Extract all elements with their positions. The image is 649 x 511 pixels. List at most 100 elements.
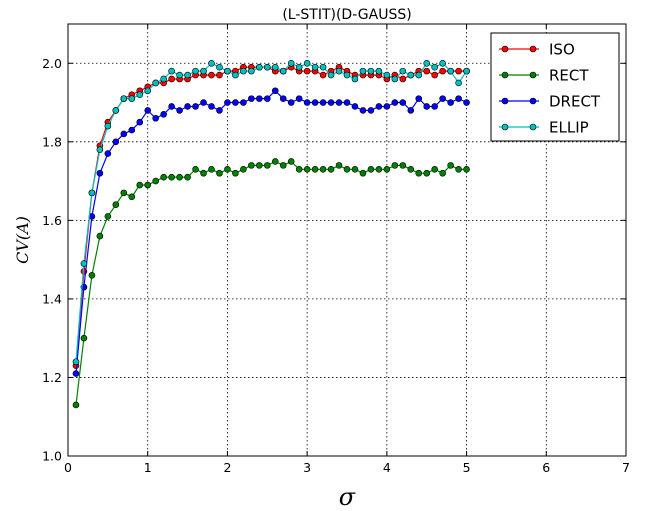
data-point-drect <box>415 95 423 102</box>
data-point-drect <box>160 111 167 118</box>
data-point-drect <box>232 99 239 106</box>
data-point-rect <box>279 162 287 169</box>
data-point-ellip <box>311 63 319 71</box>
data-point-ellip <box>120 95 128 102</box>
data-point-drect <box>152 114 159 122</box>
data-point-drect <box>335 99 343 106</box>
data-point-drect <box>439 95 446 102</box>
tick-labels: 0 1 2 3 4 5 6 7 1.0 1.2 1.4 1.6 1.8 2.0 <box>42 56 630 475</box>
data-point-rect <box>399 162 407 169</box>
series-drect <box>72 87 470 377</box>
data-point-rect <box>367 166 375 173</box>
data-point-ellip <box>240 67 247 75</box>
data-point-iso <box>319 71 327 79</box>
plot-frame <box>67 23 627 457</box>
data-point-rect <box>351 166 359 173</box>
data-point-ellip <box>104 122 112 130</box>
data-point-drect <box>120 130 128 138</box>
data-point-ellip <box>327 71 335 79</box>
legend-marker-iso <box>501 45 509 53</box>
data-point-rect <box>375 166 383 173</box>
data-point-drect <box>431 103 438 110</box>
chart-title: (L-STIT)(D-GAUSS) <box>282 7 411 23</box>
data-point-drect <box>367 107 375 114</box>
data-point-rect <box>343 166 351 173</box>
data-point-rect <box>359 169 367 177</box>
data-point-ellip <box>168 67 175 75</box>
series-layer <box>72 59 470 409</box>
data-point-iso <box>399 75 407 83</box>
data-point-rect <box>224 166 231 173</box>
data-point-ellip <box>232 71 239 79</box>
data-point-drect <box>216 107 223 114</box>
data-point-drect <box>311 99 319 106</box>
data-point-drect <box>319 99 327 106</box>
data-point-drect <box>279 95 287 102</box>
data-point-drect <box>263 95 271 102</box>
data-point-rect <box>431 166 438 173</box>
data-point-rect <box>88 272 96 279</box>
data-point-rect <box>263 162 271 169</box>
data-point-ellip <box>303 59 311 67</box>
y-tick-label: 1.2 <box>42 370 62 385</box>
data-point-ellip <box>415 71 423 79</box>
data-point-ellip <box>423 59 431 67</box>
data-point-iso <box>431 71 438 79</box>
data-point-rect <box>80 334 88 342</box>
data-point-ellip <box>439 59 446 67</box>
data-point-ellip <box>463 67 470 75</box>
y-tick-label: 2.0 <box>42 56 62 71</box>
data-point-drect <box>447 99 454 106</box>
data-point-rect <box>144 181 152 189</box>
data-point-drect <box>407 107 415 114</box>
data-point-ellip <box>96 146 104 153</box>
data-point-ellip <box>351 75 359 83</box>
data-point-rect <box>295 166 303 173</box>
data-point-ellip <box>391 75 399 83</box>
data-point-drect <box>144 107 152 114</box>
legend-label-drect: DRECT <box>549 93 601 111</box>
x-axis-label: σ <box>339 483 356 511</box>
y-tick-label: 1.4 <box>42 291 62 306</box>
data-point-ellip <box>271 63 279 71</box>
data-point-ellip <box>399 67 407 75</box>
data-point-rect <box>391 162 399 169</box>
data-point-ellip <box>295 63 303 71</box>
data-point-ellip <box>256 63 263 71</box>
data-point-rect <box>287 158 295 165</box>
data-point-ellip <box>431 63 438 71</box>
data-point-ellip <box>367 67 375 75</box>
data-point-iso <box>303 67 311 75</box>
data-point-rect <box>104 213 112 220</box>
data-point-drect <box>287 99 295 106</box>
data-point-ellip <box>319 63 327 71</box>
x-tick-label: 7 <box>622 460 630 475</box>
data-point-rect <box>72 401 80 409</box>
data-point-ellip <box>160 75 167 83</box>
data-point-drect <box>343 99 351 106</box>
data-point-rect <box>152 177 159 185</box>
series-ellip <box>72 59 470 366</box>
data-point-rect <box>303 166 311 173</box>
data-point-ellip <box>200 67 207 75</box>
data-point-rect <box>439 169 446 177</box>
data-point-drect <box>168 103 175 110</box>
data-point-ellip <box>88 189 96 197</box>
data-point-drect <box>351 103 359 110</box>
data-point-drect <box>248 95 255 102</box>
x-tick-label: 6 <box>542 460 550 475</box>
x-tick-label: 2 <box>223 460 231 475</box>
y-tick-label: 1.0 <box>42 449 62 464</box>
data-point-rect <box>128 193 136 201</box>
data-point-drect <box>128 126 136 134</box>
legend-label-iso: ISO <box>549 41 575 59</box>
data-point-rect <box>200 169 207 177</box>
data-point-rect <box>192 166 199 173</box>
data-point-ellip <box>192 67 199 75</box>
data-point-rect <box>327 166 335 173</box>
data-point-drect <box>72 370 80 377</box>
legend-marker-ellip <box>501 123 509 131</box>
data-point-rect <box>447 162 454 169</box>
data-point-iso <box>439 67 446 75</box>
